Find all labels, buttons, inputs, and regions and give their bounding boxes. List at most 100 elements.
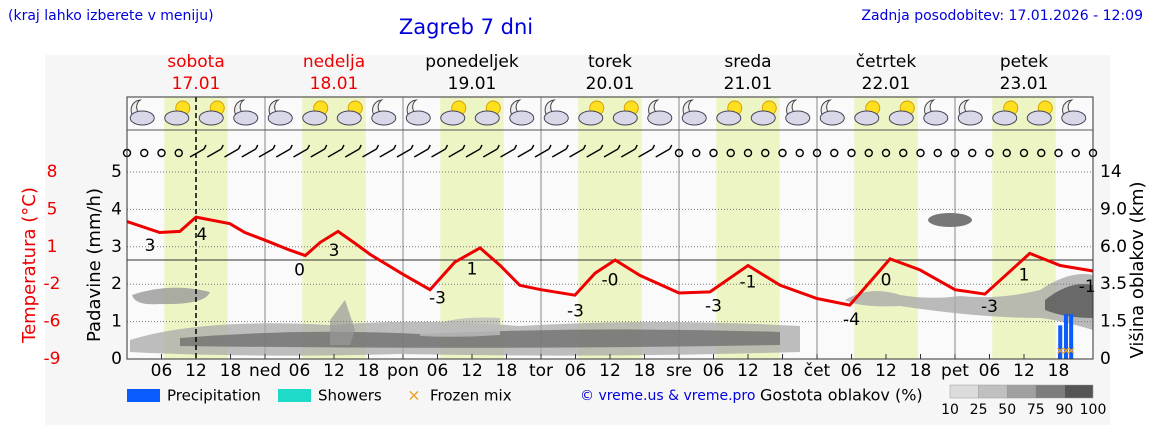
wind-barb: [513, 144, 518, 150]
calm-wind: [743, 148, 753, 158]
temperature-label: 3: [329, 241, 340, 261]
calm-wind: [726, 148, 735, 158]
calm-wind: [881, 148, 891, 158]
daylight-band: [992, 97, 1056, 359]
wind-barb: [586, 148, 602, 158]
x-tick-label: ned: [249, 361, 281, 381]
daylight-band: [440, 97, 504, 359]
calm-wind: [1019, 148, 1029, 158]
calm-wind: [847, 148, 856, 158]
day-date: 22.01: [862, 74, 911, 94]
wind-barb: [206, 148, 222, 158]
calm-wind: [692, 148, 701, 158]
plot-frame: [126, 96, 1094, 360]
calm-wind: [864, 148, 873, 158]
wind-barb: [582, 144, 587, 150]
wind-barb: [462, 144, 466, 150]
cloud-icon: [164, 110, 190, 126]
wind-barb: [255, 144, 259, 150]
day-date: 19.01: [448, 74, 497, 94]
day-name: nedelja: [303, 52, 365, 72]
hint: (kraj lahko izberete v meniju): [8, 8, 214, 24]
density-tick: 75: [1027, 402, 1045, 418]
calm-wind: [916, 148, 925, 158]
cloud-icon: [957, 110, 983, 126]
wind-barb: [551, 148, 567, 158]
cloud-area: [330, 300, 355, 345]
cloud-icon: [681, 110, 707, 126]
precip-bar: [1058, 325, 1063, 359]
temperature-tick-label: 8: [47, 162, 58, 182]
x-tick-label: pet: [941, 361, 969, 381]
calm-wind: [1071, 148, 1080, 158]
precip-tick-label: 3: [111, 237, 122, 257]
wind-barb: [638, 148, 653, 158]
day-name: ponedeljek: [425, 52, 519, 72]
wind-barb: [258, 148, 274, 158]
cloud-icon: [509, 110, 535, 126]
wind-barb: [293, 148, 308, 158]
cloud-tick-label: 9.0: [1100, 199, 1127, 219]
frozen-marker: ×: [1067, 344, 1076, 357]
precip-axis-title: Padavine (mm/h): [84, 188, 105, 342]
wind-barb: [224, 148, 239, 158]
wind-barb: [534, 148, 550, 158]
temperature-line: [126, 215, 1094, 307]
wind-barb: [600, 144, 604, 150]
cloud-tick-label: 6.0: [1100, 237, 1127, 257]
wind-barb: [500, 148, 515, 158]
x-tick-label: 12: [737, 361, 759, 381]
legend-label: Frozen mix: [430, 387, 512, 405]
wind-barb: [362, 148, 377, 158]
cloud-icon: [336, 110, 362, 126]
temperature-label: -3: [429, 288, 446, 308]
legend-swatch: [127, 389, 160, 402]
cloud-icon: [543, 110, 569, 126]
day-date: 17.01: [172, 74, 221, 94]
cloud-icon: [198, 110, 224, 126]
copyright: © vreme.us & vreme.pro: [580, 388, 755, 404]
wind-barb: [603, 148, 619, 158]
temperature-tick-label: -6: [44, 312, 61, 332]
precip-tick-label: 5: [111, 162, 122, 182]
cloud-icon: [474, 110, 500, 126]
wind-barb: [396, 148, 412, 158]
calm-wind: [157, 148, 166, 158]
legend-label: Precipitation: [167, 387, 261, 405]
wind-barb: [272, 144, 276, 150]
cloud-density: [130, 213, 1093, 356]
x-tick-label: 12: [599, 361, 621, 381]
cloud-tick-label: 14: [1100, 162, 1122, 182]
wind-barb: [651, 144, 656, 150]
x-tick-label: 12: [461, 361, 483, 381]
cloud-icon: [405, 110, 431, 126]
temperature-label: -0: [602, 270, 619, 290]
calm-wind: [795, 148, 804, 158]
wind-barb: [617, 144, 621, 150]
x-tick-label: 12: [185, 361, 207, 381]
cloud-icon: [129, 110, 155, 126]
cloud-tick-label: 0: [1100, 349, 1111, 369]
wind-barb: [324, 144, 328, 150]
wind-barb: [413, 148, 429, 158]
calm-wind: [812, 148, 822, 158]
temperature-axis-title: Temperatura (°C): [19, 187, 40, 344]
wind-barb: [379, 148, 395, 158]
density-swatch: [949, 384, 979, 399]
wind-barb: [431, 148, 446, 158]
cloud-icon: [785, 110, 811, 126]
x-tick-label: 18: [220, 361, 242, 381]
day-name: sobota: [167, 52, 225, 72]
wind-barb: [410, 144, 414, 150]
temperature-label: 3: [145, 236, 156, 256]
daylight-band: [716, 97, 780, 359]
calm-wind: [140, 148, 149, 158]
wind-barb: [306, 144, 311, 150]
temperature-tick-label: -2: [44, 274, 61, 294]
wind-barb: [237, 144, 242, 150]
density-swatch: [1035, 384, 1065, 399]
precip-tick-label: 0: [111, 349, 122, 369]
wind-barb: [203, 144, 207, 150]
x-tick-label: 06: [151, 361, 173, 381]
